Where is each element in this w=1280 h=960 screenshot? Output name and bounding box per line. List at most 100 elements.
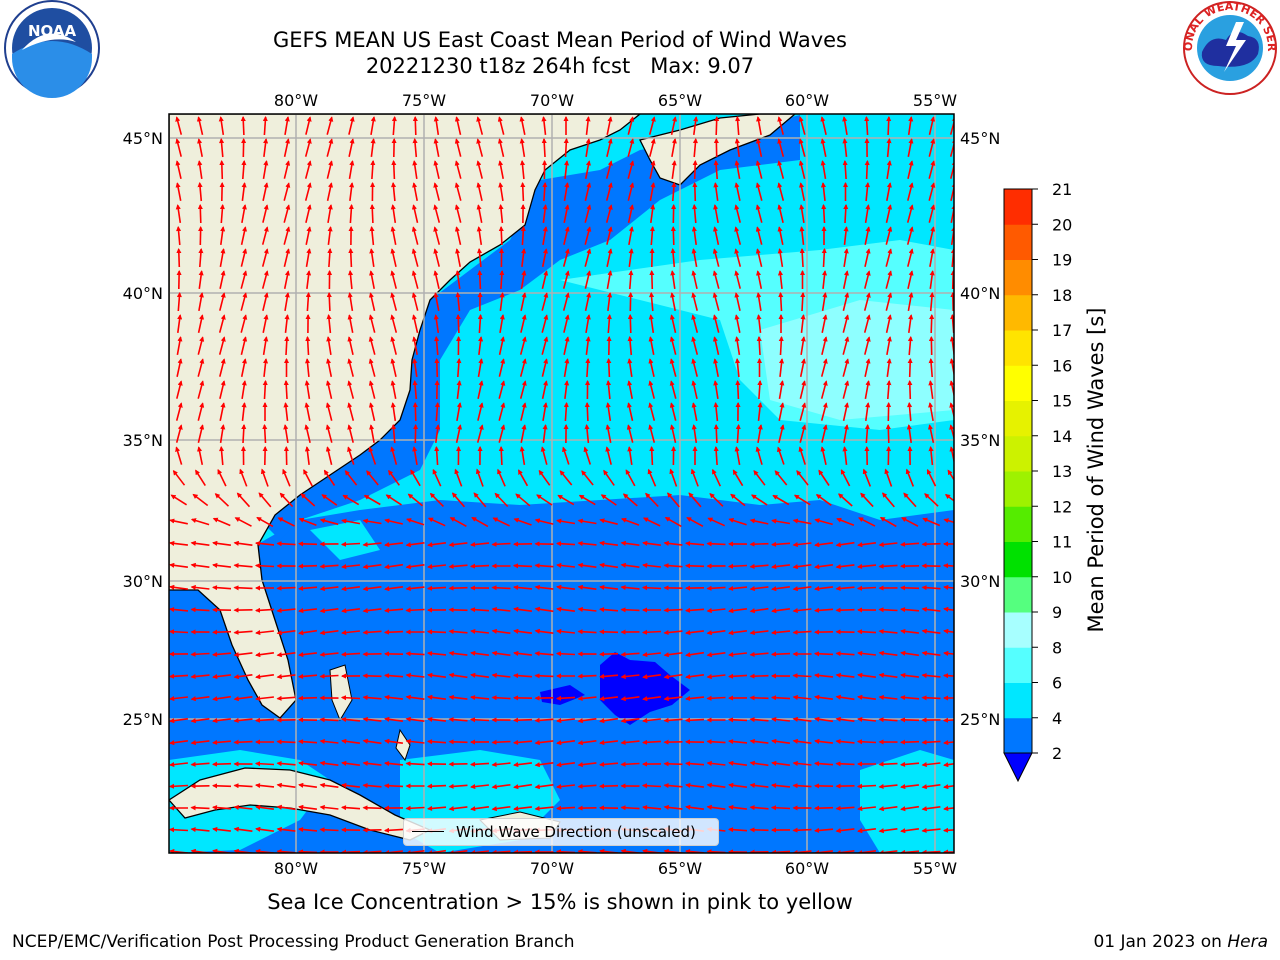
wind-wave-arrow [792,716,812,722]
wind-wave-arrow [691,292,698,311]
wind-wave-arrow [838,493,853,507]
wind-wave-arrow [734,270,741,289]
wind-wave-arrow [907,401,913,422]
wind-wave-arrow [304,358,311,377]
wind-wave-arrow [928,357,934,378]
wind-wave-arrow [304,402,311,421]
wind-wave-arrow [196,116,204,135]
wind-wave-arrow [513,806,532,812]
wind-wave-arrow [520,225,526,246]
wind-wave-arrow [319,563,339,569]
wind-wave-arrow [197,402,205,421]
wind-wave-arrow [241,182,247,201]
wind-wave-arrow [755,446,763,465]
wind-wave-arrow [297,673,318,679]
land-nova-scotia [639,114,797,186]
wind-wave-arrow [836,517,855,527]
wind-wave-arrow [562,248,570,267]
wind-wave-arrow [755,248,763,267]
wind-wave-arrow [169,606,189,613]
wind-wave-arrow [684,563,705,569]
wind-wave-arrow [706,607,726,614]
wind-wave-arrow [864,159,870,180]
wind-wave-arrow [878,650,898,656]
wind-wave-arrow [261,226,269,245]
wind-wave-arrow [649,225,655,246]
wind-wave-arrow [577,695,597,702]
wind-wave-arrow [928,402,934,422]
wind-wave-arrow [470,783,489,790]
wind-wave-arrow [233,674,253,680]
wind-wave-arrow [169,761,188,768]
wind-wave-arrow [799,182,806,201]
wind-wave-arrow [821,314,828,333]
wind-wave-arrow [412,115,418,136]
wind-wave-arrow [735,423,741,444]
wind-wave-arrow [240,314,248,333]
wind-wave-arrow [815,494,832,506]
colorbar-tick-label: 10 [1052,568,1072,587]
wind-wave-arrow [390,336,397,355]
wind-wave-arrow [190,718,210,724]
wind-wave-arrow [521,248,527,267]
wind-wave-arrow [714,115,720,136]
wind-wave-arrow [598,673,619,679]
wind-wave-arrow [620,761,640,767]
wind-wave-arrow [605,424,612,443]
wind-wave-arrow [362,738,382,745]
wind-wave-arrow [857,650,876,657]
wind-wave-arrow [448,629,468,635]
wind-wave-arrow [814,694,834,700]
wind-wave-arrow [864,336,871,355]
wind-wave-arrow [713,204,719,224]
wind-wave-arrow [755,160,763,179]
wind-wave-arrow [319,760,339,766]
wind-wave-arrow [219,292,226,311]
wind-wave-arrow [427,517,446,527]
wind-wave-arrow [921,541,941,547]
wind-wave-arrow [384,694,403,700]
wind-wave-arrow [928,204,936,223]
wind-wave-arrow [197,138,203,157]
wind-wave-arrow [835,694,855,701]
wind-wave-arrow [262,160,269,180]
wind-wave-arrow [541,358,549,377]
wave-period-4-6-patch-c [860,750,954,853]
wind-wave-arrow [282,468,291,487]
wind-wave-arrow [305,335,311,356]
wind-wave-arrow [906,226,914,245]
wind-wave-arrow [563,204,570,223]
wind-wave-arrow [734,226,742,245]
wind-wave-arrow [949,402,954,420]
wind-wave-arrow [753,469,766,486]
wind-wave-arrow [555,695,576,701]
wind-wave-arrow [878,783,898,790]
wind-wave-arrow [405,805,425,811]
wind-wave-arrow [625,469,636,487]
wind-wave-arrow [519,358,527,377]
wind-wave-arrow [276,607,296,614]
wind-wave-arrow [391,159,397,180]
wind-wave-arrow [384,542,403,548]
wind-wave-arrow [924,493,939,507]
wind-wave-arrow [298,782,318,788]
wind-wave-arrow [734,357,741,378]
wind-wave-arrow [427,672,447,678]
wind-wave-arrow [691,424,698,444]
wind-wave-arrow [390,380,397,399]
wind-wave-arrow [627,116,635,135]
wind-wave-arrow [190,651,210,657]
wind-wave-arrow [713,182,719,202]
wind-wave-arrow [341,760,361,766]
wind-wave-arrow [491,541,511,547]
lat-tick-right-30n: 30°N [960,572,1000,591]
wind-wave-arrow [900,672,919,678]
wind-wave-arrow [642,562,661,569]
wind-wave-arrow [585,116,591,135]
wind-wave-arrow [929,291,935,312]
wind-wave-arrow [494,492,509,508]
wind-wave-arrow [540,446,548,465]
wind-wave-arrow [577,562,597,568]
wind-wave-arrow [276,782,296,788]
wind-wave-arrow [305,291,311,312]
